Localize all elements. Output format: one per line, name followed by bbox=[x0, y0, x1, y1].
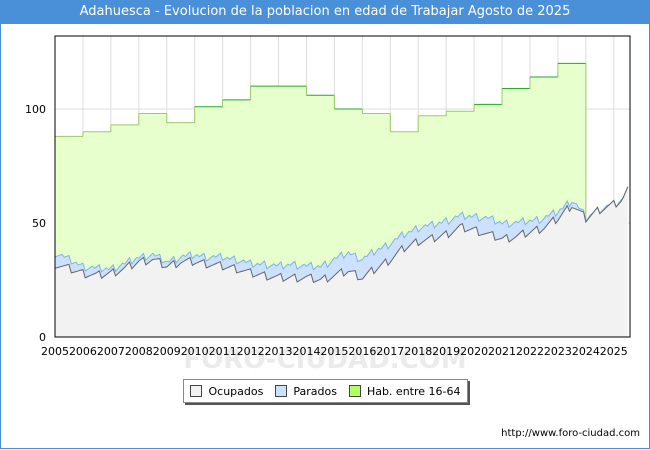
y-tick-label-50: 50 bbox=[32, 217, 46, 230]
x-tick-label-2005: 2005 bbox=[41, 345, 69, 358]
x-tick-label-2022: 2022 bbox=[516, 345, 544, 358]
legend-label-ocupados: Ocupados bbox=[208, 384, 264, 398]
ocupados-line bbox=[54, 186, 629, 284]
legend-item-parados: Parados bbox=[275, 385, 337, 398]
parados-line bbox=[54, 186, 629, 273]
x-tick-label-2023: 2023 bbox=[544, 345, 572, 358]
x-tick-label-2021: 2021 bbox=[488, 345, 516, 358]
x-tick-label-2015: 2015 bbox=[320, 345, 348, 358]
x-tick-label-2018: 2018 bbox=[404, 345, 432, 358]
plot-border bbox=[54, 35, 631, 338]
x-tick-label-2012: 2012 bbox=[237, 345, 265, 358]
x-tick-label-2013: 2013 bbox=[265, 345, 293, 358]
area-layer bbox=[54, 62, 629, 337]
x-tick-label-2025: 2025 bbox=[600, 345, 628, 358]
x-tick-label-2024: 2024 bbox=[572, 345, 600, 358]
y-tick-label-100: 100 bbox=[25, 103, 46, 116]
footer-url[interactable]: http://www.foro-ciudad.com bbox=[501, 428, 640, 439]
x-tick-label-2019: 2019 bbox=[432, 345, 460, 358]
watermark: FORO-CIUDAD.COM bbox=[183, 345, 466, 375]
x-tick-label-2006: 2006 bbox=[69, 345, 97, 358]
x-tick-label-2007: 2007 bbox=[97, 345, 125, 358]
legend-swatch-hab bbox=[348, 385, 361, 397]
legend-label-parados: Parados bbox=[293, 384, 337, 398]
chart-title: Adahuesca - Evolucion de la poblacion en… bbox=[0, 0, 650, 24]
x-tick-label-2016: 2016 bbox=[348, 345, 376, 358]
axis-layer: 2005 2006 2007 2008 2009 2010 2011 2012 2013 2014… bbox=[25, 35, 631, 358]
parados-area bbox=[55, 186, 628, 283]
x-tick-label-2011: 2011 bbox=[209, 345, 237, 358]
x-tick-label-2014: 2014 bbox=[292, 345, 320, 358]
legend-swatch-parados bbox=[275, 385, 288, 397]
legend-item-ocupados: Ocupados bbox=[190, 385, 263, 398]
x-tick-label-2020: 2020 bbox=[460, 345, 488, 358]
legend-swatch-ocupados bbox=[190, 385, 203, 397]
x-tick-label-2008: 2008 bbox=[125, 345, 153, 358]
legend-item-hab: Hab. entre 16-64 bbox=[348, 384, 461, 398]
y-tick-label-0: 0 bbox=[39, 331, 46, 344]
x-tick-label-2009: 2009 bbox=[153, 345, 181, 358]
x-tick-label-2010: 2010 bbox=[181, 345, 209, 358]
x-tick-label-2017: 2017 bbox=[376, 345, 404, 358]
legend: Ocupados Parados Hab. entre 16-64 bbox=[183, 379, 468, 403]
legend-label-hab: Hab. entre 16-64 bbox=[366, 384, 461, 398]
ocupados-area bbox=[55, 186, 628, 337]
